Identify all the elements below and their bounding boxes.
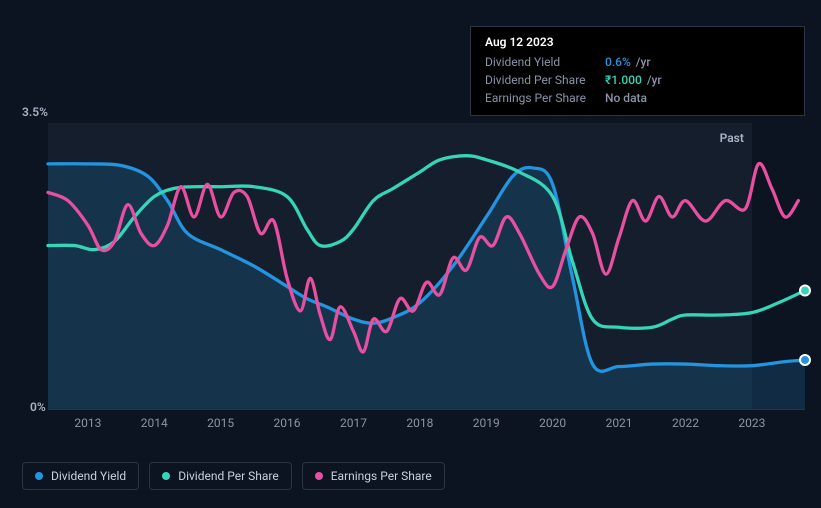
legend-label: Dividend Yield bbox=[51, 469, 126, 483]
chart-area: 3.5% 0% Past 201320142015201620172018201… bbox=[22, 105, 805, 450]
plot-region[interactable]: Past bbox=[48, 123, 805, 410]
tooltip-date: Aug 12 2023 bbox=[485, 35, 790, 53]
x-tick: 2018 bbox=[406, 416, 433, 430]
x-tick: 2023 bbox=[738, 416, 765, 430]
x-tick: 2020 bbox=[539, 416, 566, 430]
legend-dot bbox=[35, 472, 43, 480]
legend-item[interactable]: Dividend Yield bbox=[22, 462, 139, 490]
legend-label: Earnings Per Share bbox=[331, 469, 432, 483]
legend-dot bbox=[315, 472, 323, 480]
series-end-marker bbox=[800, 286, 810, 296]
x-tick: 2015 bbox=[207, 416, 234, 430]
x-tick: 2017 bbox=[340, 416, 367, 430]
chart-markers bbox=[48, 123, 805, 409]
legend-item[interactable]: Earnings Per Share bbox=[302, 462, 445, 490]
x-tick: 2016 bbox=[274, 416, 301, 430]
x-tick: 2022 bbox=[672, 416, 699, 430]
x-tick: 2021 bbox=[606, 416, 633, 430]
tooltip-row: Dividend Per Share₹1.000 /yr bbox=[485, 71, 790, 89]
legend-item[interactable]: Dividend Per Share bbox=[149, 462, 292, 490]
tooltip-value: No data bbox=[605, 91, 647, 105]
tooltip-value: ₹1.000 /yr bbox=[605, 73, 662, 87]
y-axis-min: 0% bbox=[30, 400, 46, 414]
tooltip-row: Dividend Yield0.6% /yr bbox=[485, 53, 790, 71]
x-tick: 2014 bbox=[141, 416, 168, 430]
legend: Dividend Yield Dividend Per Share Earnings… bbox=[22, 462, 445, 490]
tooltip-value: 0.6% /yr bbox=[605, 55, 651, 69]
tooltip-label: Dividend Yield bbox=[485, 55, 605, 69]
y-axis-max: 3.5% bbox=[22, 105, 48, 119]
tooltip-label: Earnings Per Share bbox=[485, 91, 605, 105]
tooltip-panel: Aug 12 2023 Dividend Yield0.6% /yrDivide… bbox=[470, 26, 805, 116]
tooltip-row: Earnings Per ShareNo data bbox=[485, 89, 790, 107]
legend-dot bbox=[162, 472, 170, 480]
x-tick: 2019 bbox=[473, 416, 500, 430]
series-end-marker bbox=[800, 355, 810, 365]
tooltip-label: Dividend Per Share bbox=[485, 73, 605, 87]
x-tick: 2013 bbox=[74, 416, 101, 430]
legend-label: Dividend Per Share bbox=[178, 469, 279, 483]
x-axis: 2013 2014 2015 2016 2017 2018 2019 2020 2021 2022… bbox=[48, 416, 805, 432]
